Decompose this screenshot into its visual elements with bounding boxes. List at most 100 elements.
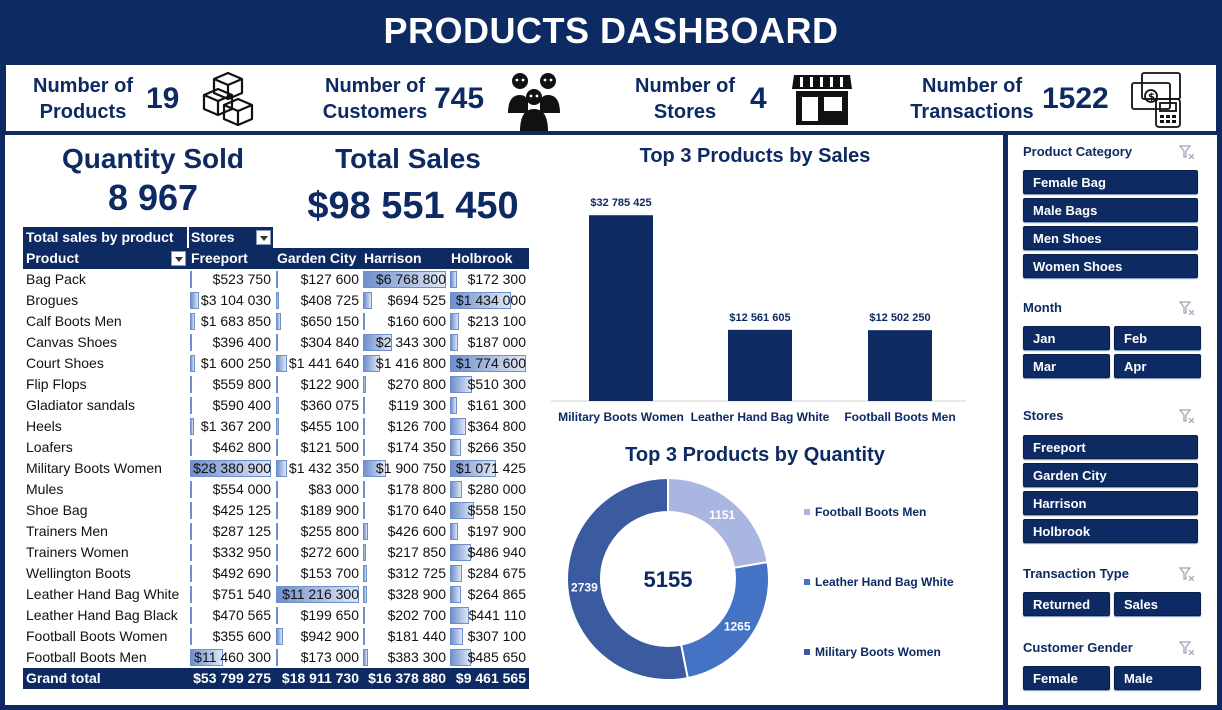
table-row: Military Boots Women $28 380 900 $1 432 35…: [23, 458, 529, 479]
pivot-value-text: $650 150: [300, 313, 359, 329]
data-bar: [450, 313, 459, 330]
pivot-value-cell: $172 300: [449, 269, 529, 290]
table-row: Canvas Shoes $396 400 $304 840 $2 343 300 $1…: [23, 332, 529, 353]
pivot-value-text: $11 460 300: [194, 649, 271, 665]
pivot-col-header: Garden City: [277, 250, 357, 266]
clear-filter-icon[interactable]: [1178, 301, 1195, 316]
bar-1[interactable]: [728, 329, 792, 401]
data-bar: [450, 586, 461, 603]
data-bar: [190, 460, 271, 477]
grand-total-label: Grand total: [26, 670, 101, 686]
data-bar: [276, 607, 278, 624]
pivot-product-name: Trainers Women: [26, 544, 129, 560]
data-bar: [363, 502, 365, 519]
pivot-value-text: $396 400: [212, 334, 271, 350]
quantity-sold-value: 8 967: [107, 177, 199, 218]
pivot-value-cell: $1 432 350: [275, 458, 362, 479]
slicer-item-gender[interactable]: Female: [1023, 666, 1110, 690]
clear-filter-icon[interactable]: [1178, 641, 1195, 656]
pivot-value-cell: $270 800: [362, 374, 449, 395]
pivot-value-text: $312 725: [387, 565, 446, 581]
pivot-value-text: $11 216 300: [282, 586, 359, 602]
slicer-item-stores[interactable]: Garden City: [1023, 463, 1198, 487]
slicer-item-transaction[interactable]: Returned: [1023, 592, 1110, 616]
pivot-value-cell: $83 000: [275, 479, 362, 500]
data-bar: [450, 523, 458, 540]
kpi-label-line2: Transactions: [910, 101, 1034, 123]
pivot-value-cell: $426 600: [362, 521, 449, 542]
pivot-value-cell: $1 367 200: [189, 416, 274, 437]
pivot-value-cell: $1 416 800: [362, 353, 449, 374]
pivot-product-name: Heels: [26, 418, 62, 434]
slicer-item-category[interactable]: Female Bag: [1023, 170, 1198, 194]
grand-total-value: $16 378 880: [368, 670, 446, 686]
pivot-value-cell: $360 075: [275, 395, 362, 416]
pivot-product-name: Bag Pack: [26, 271, 86, 287]
data-bar: [190, 334, 192, 351]
bar-0[interactable]: [589, 215, 653, 401]
pivot-value-cell: $173 000: [275, 647, 362, 668]
data-bar: [363, 271, 446, 288]
pivot-value-text: $328 900: [387, 586, 446, 602]
data-bar: [190, 292, 199, 309]
slicer-item-category[interactable]: Women Shoes: [1023, 254, 1198, 278]
pivot-product-name: Canvas Shoes: [26, 334, 118, 350]
pivot-value-text: $492 690: [212, 565, 271, 581]
pivot-value-cell: $199 650: [275, 605, 362, 626]
pivot-value-cell: $284 675: [449, 563, 529, 584]
pivot-value-text: $558 150: [467, 502, 526, 518]
pivot-col-field[interactable]: Stores: [189, 227, 273, 248]
clear-filter-icon[interactable]: [1178, 145, 1195, 160]
pivot-value-cell: $161 300: [449, 395, 529, 416]
total-sales-value: $98 551 450: [307, 185, 519, 227]
data-bar: [363, 523, 368, 540]
bar-2[interactable]: [868, 330, 932, 401]
slicer-item-month[interactable]: Feb: [1114, 326, 1201, 350]
pivot-header-row: Product Freeport Garden City Harrison Ho…: [23, 248, 529, 269]
slicer-item-stores[interactable]: Harrison: [1023, 491, 1198, 515]
donut-slice-0[interactable]: [667, 476, 769, 569]
slicer-item-month[interactable]: Mar: [1023, 354, 1110, 378]
stores-filter-dropdown-icon[interactable]: [256, 230, 271, 245]
slicer-item-transaction[interactable]: Sales: [1114, 592, 1201, 616]
product-filter-dropdown-icon[interactable]: [171, 251, 186, 266]
clear-filter-icon[interactable]: [1178, 409, 1195, 424]
data-bar: [190, 418, 194, 435]
pivot-row-field: Product: [26, 250, 79, 266]
slicer-item-stores[interactable]: Holbrook: [1023, 519, 1198, 543]
pivot-value-text: $462 800: [212, 439, 271, 455]
pivot-value-text: $364 800: [467, 418, 526, 434]
pivot-value-text: $455 100: [300, 418, 359, 434]
grand-total-value: $9 461 565: [455, 670, 526, 686]
pivot-value-text: $272 600: [300, 544, 359, 560]
quantity-sold-label: Quantity Sold: [62, 143, 244, 174]
pivot-value-cell: $187 000: [449, 332, 529, 353]
data-bar: [190, 355, 195, 372]
pivot-value-cell: $523 750: [189, 269, 274, 290]
pivot-value-cell: $264 865: [449, 584, 529, 605]
slicer-item-stores[interactable]: Freeport: [1023, 435, 1198, 459]
data-bar: [363, 586, 367, 603]
bar-data-label: $32 785 425: [590, 197, 651, 209]
slicer-item-month[interactable]: Jan: [1023, 326, 1110, 350]
pivot-value-cell: $6 768 800: [362, 269, 449, 290]
data-bar: [363, 565, 367, 582]
data-bar: [363, 397, 365, 414]
donut-slice-2[interactable]: [566, 476, 689, 681]
clear-filter-icon[interactable]: [1178, 567, 1195, 582]
pivot-product-name: Court Shoes: [26, 355, 104, 371]
pivot-value-cell: $307 100: [449, 626, 529, 647]
table-row: Football Boots Women $355 600 $942 900 $181…: [23, 626, 529, 647]
bar-category-label: Leather Hand Bag White: [691, 410, 830, 424]
pivot-value-cell: $255 800: [275, 521, 362, 542]
slicer-item-month[interactable]: Apr: [1114, 354, 1201, 378]
pivot-value-cell: $213 100: [449, 311, 529, 332]
pivot-value-text: $160 600: [387, 313, 446, 329]
pivot-value-cell: $492 690: [189, 563, 274, 584]
data-bar: [276, 565, 278, 582]
slicer-item-gender[interactable]: Male: [1114, 666, 1201, 690]
slicer-item-category[interactable]: Male Bags: [1023, 198, 1198, 222]
pivot-value-text: $523 750: [212, 271, 271, 287]
slicer-item-category[interactable]: Men Shoes: [1023, 226, 1198, 250]
data-bar: [276, 481, 278, 498]
